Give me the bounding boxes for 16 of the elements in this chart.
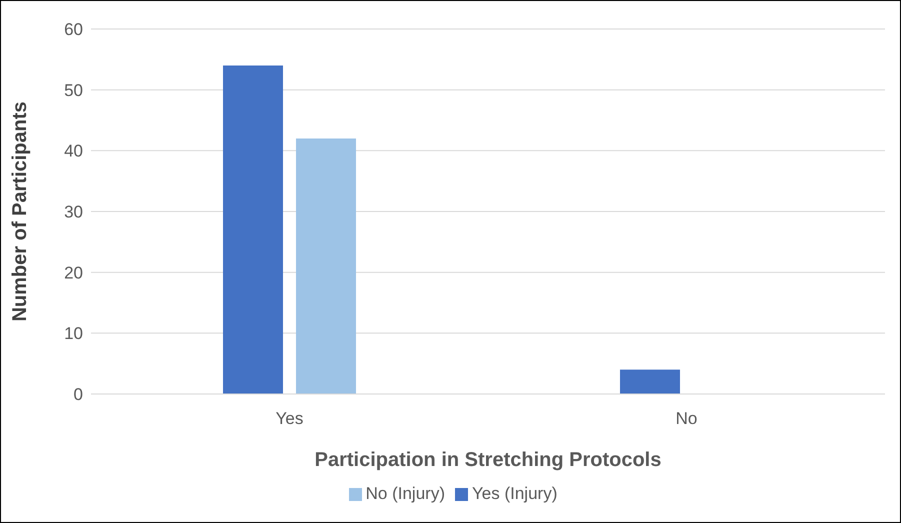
- y-tick-label: 20: [64, 263, 83, 282]
- y-tick-label: 50: [64, 80, 83, 100]
- y-tick-label: 40: [64, 142, 83, 161]
- bar: [223, 66, 283, 394]
- bar: [296, 138, 356, 394]
- legend-label: No (Injury): [366, 484, 445, 503]
- legend-label: Yes (Injury): [472, 484, 558, 503]
- y-axis-title: Number of Participants: [9, 101, 32, 322]
- x-axis-title: Participation in Stretching Protocols: [314, 449, 662, 471]
- x-tick-label: Yes: [276, 409, 304, 428]
- y-tick-label: 30: [64, 202, 83, 222]
- y-tick-label: 60: [64, 20, 83, 40]
- bar: [620, 370, 680, 394]
- y-tick-label: 10: [64, 324, 83, 344]
- y-tick-label: 0: [74, 385, 83, 404]
- x-tick-label: No: [676, 409, 698, 428]
